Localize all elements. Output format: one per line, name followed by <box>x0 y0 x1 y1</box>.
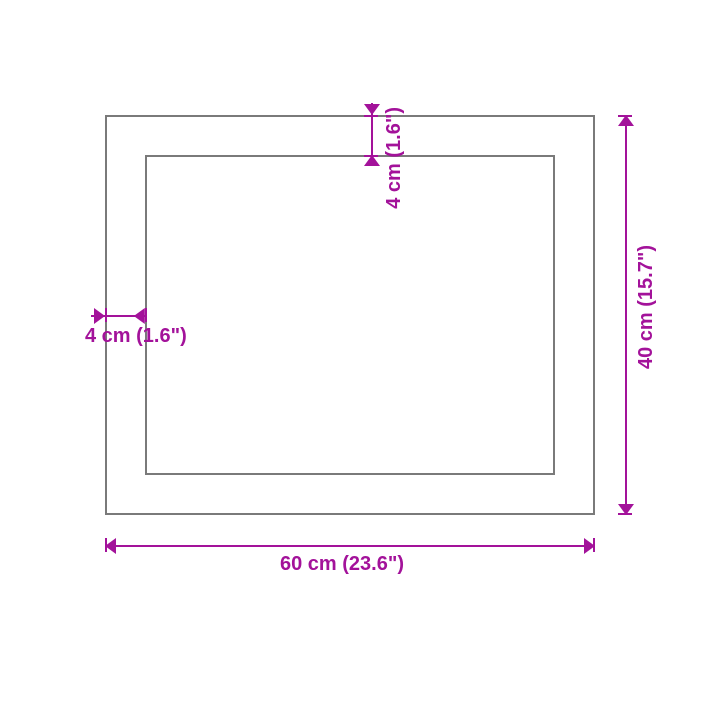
width-dimension-label: 60 cm (23.6") <box>280 553 404 576</box>
frame-top-dimension-label: 4 cm (1.6") <box>383 107 406 209</box>
height-dimension-label: 40 cm (15.7") <box>635 245 658 369</box>
inner-rectangle <box>145 155 555 475</box>
dimension-diagram: 60 cm (23.6") 40 cm (15.7") 4 cm (1.6") … <box>0 0 720 720</box>
frame-left-dimension-label: 4 cm (1.6") <box>85 325 187 348</box>
